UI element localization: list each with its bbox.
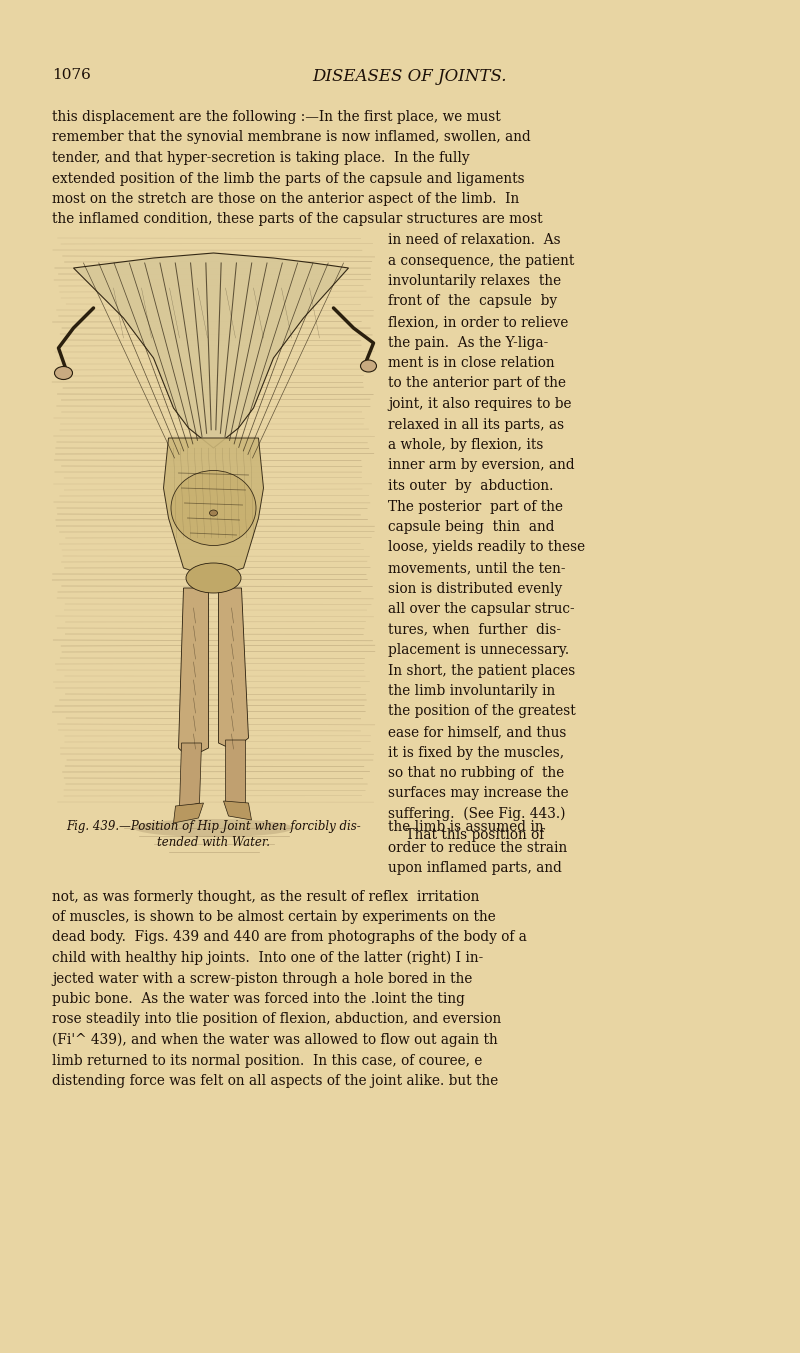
Text: involuntarily relaxes  the: involuntarily relaxes the — [388, 275, 561, 288]
Text: ment is in close relation: ment is in close relation — [388, 356, 554, 369]
Polygon shape — [74, 253, 349, 448]
Text: (Fi'^ 439), and when the water was allowed to flow out again th: (Fi'^ 439), and when the water was allow… — [52, 1032, 498, 1047]
Text: sion is distributed evenly: sion is distributed evenly — [388, 582, 562, 595]
Text: front of  the  capsule  by: front of the capsule by — [388, 295, 557, 308]
Text: tended with Water.: tended with Water. — [157, 836, 270, 848]
Ellipse shape — [54, 367, 73, 379]
Text: in need of relaxation.  As: in need of relaxation. As — [388, 233, 561, 248]
Polygon shape — [163, 438, 263, 578]
Text: it is fixed by the muscles,: it is fixed by the muscles, — [388, 746, 564, 759]
Text: flexion, in order to relieve: flexion, in order to relieve — [388, 315, 568, 329]
Text: all over the capsular struc-: all over the capsular struc- — [388, 602, 574, 616]
Polygon shape — [174, 802, 203, 823]
Text: relaxed in all its parts, as: relaxed in all its parts, as — [388, 418, 564, 432]
Text: this displacement are the following :—In the first place, we must: this displacement are the following :—In… — [52, 110, 501, 124]
Ellipse shape — [171, 471, 256, 545]
Text: loose, yields readily to these: loose, yields readily to these — [388, 540, 585, 555]
Ellipse shape — [186, 563, 241, 593]
Text: a consequence, the patient: a consequence, the patient — [388, 253, 574, 268]
Text: to the anterior part of the: to the anterior part of the — [388, 376, 566, 391]
Ellipse shape — [210, 510, 218, 515]
Text: placement is unnecessary.: placement is unnecessary. — [388, 643, 569, 658]
Text: 1076: 1076 — [52, 68, 91, 83]
Text: In short, the patient places: In short, the patient places — [388, 663, 575, 678]
Text: tures, when  further  dis-: tures, when further dis- — [388, 622, 561, 636]
Text: child with healthy hip joints.  Into one of the latter (right) I in-: child with healthy hip joints. Into one … — [52, 951, 483, 966]
Text: distending force was felt on all aspects of the joint alike. but the: distending force was felt on all aspects… — [52, 1074, 498, 1088]
Text: DISEASES OF JOINTS.: DISEASES OF JOINTS. — [313, 68, 507, 85]
Text: the position of the greatest: the position of the greatest — [388, 705, 576, 718]
Text: movements, until the ten-: movements, until the ten- — [388, 561, 566, 575]
Text: not, as was formerly thought, as the result of reflex  irritation: not, as was formerly thought, as the res… — [52, 889, 479, 904]
Text: a whole, by flexion, its: a whole, by flexion, its — [388, 438, 543, 452]
Ellipse shape — [134, 819, 294, 838]
Polygon shape — [179, 743, 202, 808]
Text: upon inflamed parts, and: upon inflamed parts, and — [388, 861, 562, 875]
Text: suffering.  (See Fig. 443.): suffering. (See Fig. 443.) — [388, 806, 566, 821]
Ellipse shape — [361, 360, 377, 372]
Text: rose steadily into tlie position of flexion, abduction, and eversion: rose steadily into tlie position of flex… — [52, 1012, 502, 1027]
Text: the limb involuntarily in: the limb involuntarily in — [388, 685, 555, 698]
Text: extended position of the limb the parts of the capsule and ligaments: extended position of the limb the parts … — [52, 172, 525, 185]
Text: Fig. 439.—Position of Hip Joint when forcibly dis-: Fig. 439.—Position of Hip Joint when for… — [66, 820, 361, 833]
Text: jected water with a screw-piston through a hole bored in the: jected water with a screw-piston through… — [52, 971, 472, 985]
Polygon shape — [226, 740, 246, 806]
Text: order to reduce the strain: order to reduce the strain — [388, 840, 567, 855]
Text: so that no rubbing of  the: so that no rubbing of the — [388, 766, 564, 779]
Polygon shape — [218, 589, 249, 750]
Text: remember that the synovial membrane is now inflamed, swollen, and: remember that the synovial membrane is n… — [52, 130, 530, 145]
Text: tender, and that hyper-secretion is taking place.  In the fully: tender, and that hyper-secretion is taki… — [52, 152, 470, 165]
Text: the inflamed condition, these parts of the capsular structures are most: the inflamed condition, these parts of t… — [52, 212, 542, 226]
Text: The posterior  part of the: The posterior part of the — [388, 499, 563, 514]
Text: inner arm by eversion, and: inner arm by eversion, and — [388, 459, 574, 472]
Text: pubic bone.  As the water was forced into the .loint the ting: pubic bone. As the water was forced into… — [52, 992, 465, 1007]
Polygon shape — [178, 589, 209, 758]
Text: limb returned to its normal position.  In this case, of couree, e: limb returned to its normal position. In… — [52, 1054, 482, 1068]
Text: capsule being  thin  and: capsule being thin and — [388, 520, 554, 534]
Text: ease for himself, and thus: ease for himself, and thus — [388, 725, 566, 739]
Text: surfaces may increase the: surfaces may increase the — [388, 786, 569, 801]
Polygon shape — [223, 801, 251, 820]
Text: its outer  by  abduction.: its outer by abduction. — [388, 479, 554, 492]
Text: joint, it also requires to be: joint, it also requires to be — [388, 396, 571, 411]
Text: of muscles, is shown to be almost certain by experiments on the: of muscles, is shown to be almost certai… — [52, 911, 496, 924]
Text: That this position of: That this position of — [388, 828, 544, 842]
Text: the limb is assumed in: the limb is assumed in — [388, 820, 544, 833]
Text: dead body.  Figs. 439 and 440 are from photographs of the body of a: dead body. Figs. 439 and 440 are from ph… — [52, 931, 527, 944]
Text: the pain.  As the Y-liga-: the pain. As the Y-liga- — [388, 336, 548, 349]
Text: most on the stretch are those on the anterior aspect of the limb.  In: most on the stretch are those on the ant… — [52, 192, 519, 206]
